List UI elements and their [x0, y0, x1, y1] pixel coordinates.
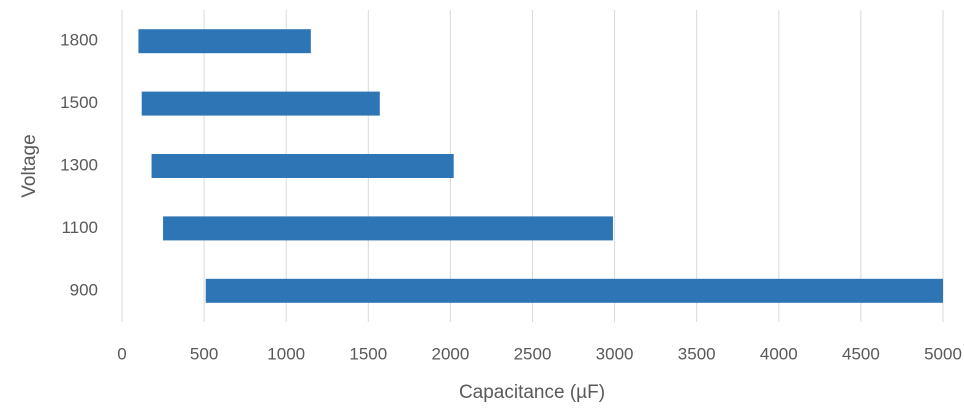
bar	[205, 278, 943, 303]
x-tick-label: 4000	[760, 344, 798, 363]
bar	[141, 91, 380, 116]
bar	[151, 154, 454, 178]
x-tick-label: 1500	[349, 344, 387, 363]
x-tick-label: 5000	[924, 344, 962, 363]
x-tick-label: 2000	[431, 344, 469, 363]
y-axis-title: Voltage	[19, 134, 40, 197]
x-tick-label: 2500	[514, 344, 552, 363]
x-tick-label: 3000	[596, 344, 634, 363]
y-tick-label: 1100	[61, 218, 98, 237]
y-tick-label: 1800	[60, 31, 98, 50]
x-tick-label: 0	[117, 344, 126, 363]
y-tick-label: 900	[70, 280, 98, 299]
y-tick-label: 1500	[60, 93, 98, 112]
x-tick-label: 3500	[678, 344, 716, 363]
bar	[138, 29, 311, 54]
x-tick-label: 4500	[842, 344, 880, 363]
x-tick-label: 1000	[267, 344, 305, 363]
y-tick-label: 1300	[60, 155, 98, 174]
x-axis-title: Capacitance (µF)	[459, 382, 605, 403]
x-tick-label: 500	[190, 344, 218, 363]
bar	[163, 216, 613, 241]
